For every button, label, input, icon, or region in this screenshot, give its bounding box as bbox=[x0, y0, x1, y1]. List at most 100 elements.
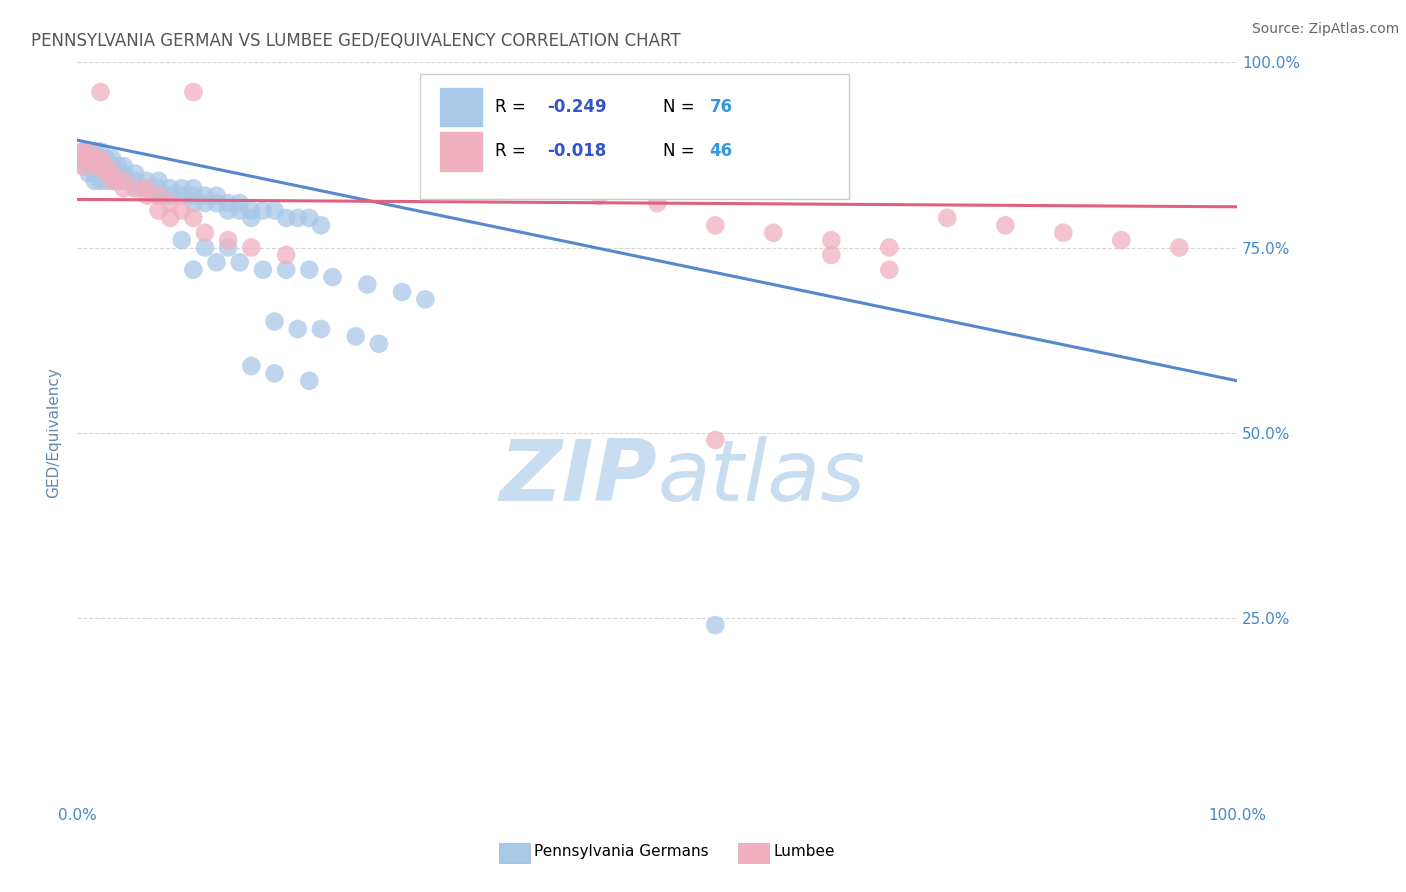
Point bbox=[107, 174, 129, 188]
Text: 46: 46 bbox=[710, 143, 733, 161]
Point bbox=[194, 226, 217, 240]
Point bbox=[240, 203, 263, 218]
Point bbox=[124, 181, 146, 195]
Point bbox=[183, 196, 205, 211]
Point bbox=[368, 336, 391, 351]
Point bbox=[298, 211, 321, 225]
Text: Source: ZipAtlas.com: Source: ZipAtlas.com bbox=[1251, 22, 1399, 37]
Point bbox=[90, 174, 111, 188]
Point bbox=[148, 203, 170, 218]
Point bbox=[240, 359, 263, 373]
Point bbox=[77, 145, 100, 159]
Text: R =: R = bbox=[495, 98, 531, 116]
Point bbox=[83, 174, 105, 188]
Point bbox=[83, 159, 105, 173]
Point bbox=[762, 226, 785, 240]
Text: -0.249: -0.249 bbox=[547, 98, 607, 116]
FancyBboxPatch shape bbox=[419, 73, 849, 200]
Point bbox=[205, 255, 228, 269]
Point bbox=[148, 181, 170, 195]
Point bbox=[205, 196, 228, 211]
Point bbox=[647, 196, 669, 211]
Point bbox=[1052, 226, 1074, 240]
Point bbox=[159, 211, 181, 225]
Point bbox=[101, 174, 124, 188]
Point bbox=[148, 188, 170, 202]
Point bbox=[274, 262, 298, 277]
Point bbox=[228, 196, 252, 211]
Point bbox=[90, 85, 111, 99]
Point bbox=[704, 92, 727, 106]
Point bbox=[77, 159, 100, 173]
Point bbox=[90, 159, 111, 173]
Point bbox=[274, 211, 298, 225]
Text: Lumbee: Lumbee bbox=[773, 845, 835, 859]
Point bbox=[112, 159, 135, 173]
Point bbox=[356, 277, 378, 292]
Text: 76: 76 bbox=[710, 98, 733, 116]
Point bbox=[135, 181, 157, 195]
Point bbox=[96, 166, 118, 180]
Point bbox=[877, 262, 901, 277]
Point bbox=[217, 196, 239, 211]
Point bbox=[90, 152, 111, 166]
Text: N =: N = bbox=[664, 143, 700, 161]
Point bbox=[112, 181, 135, 195]
Point bbox=[298, 262, 321, 277]
Point bbox=[170, 203, 193, 218]
Y-axis label: GED/Equivalency: GED/Equivalency bbox=[46, 368, 62, 498]
Point bbox=[135, 188, 157, 202]
Point bbox=[77, 152, 100, 166]
Point bbox=[205, 188, 228, 202]
Point bbox=[101, 166, 124, 180]
Point bbox=[107, 159, 129, 173]
Point bbox=[820, 233, 842, 247]
Point bbox=[413, 293, 436, 307]
Point bbox=[217, 203, 239, 218]
Text: Pennsylvania Germans: Pennsylvania Germans bbox=[534, 845, 709, 859]
Point bbox=[217, 240, 239, 255]
Point bbox=[263, 367, 285, 381]
Point bbox=[588, 188, 610, 202]
Point bbox=[148, 174, 170, 188]
Point bbox=[194, 196, 217, 211]
Point bbox=[704, 219, 727, 233]
Point bbox=[96, 159, 118, 173]
Point bbox=[820, 114, 842, 128]
Point bbox=[101, 174, 124, 188]
Bar bbox=[439, 87, 484, 128]
Point bbox=[252, 262, 274, 277]
Point bbox=[1111, 233, 1133, 247]
Point bbox=[124, 166, 146, 180]
Point bbox=[183, 181, 205, 195]
Point bbox=[309, 219, 332, 233]
Point bbox=[240, 211, 263, 225]
Point bbox=[704, 433, 727, 447]
Point bbox=[101, 166, 124, 180]
Point bbox=[287, 322, 309, 336]
Point bbox=[77, 166, 100, 180]
Point bbox=[877, 240, 901, 255]
Text: -0.018: -0.018 bbox=[547, 143, 606, 161]
Point bbox=[90, 166, 111, 180]
Point bbox=[344, 329, 367, 343]
Point bbox=[820, 248, 842, 262]
Point bbox=[83, 159, 105, 173]
Point bbox=[194, 240, 217, 255]
Point bbox=[90, 145, 111, 159]
Point bbox=[72, 159, 94, 173]
Point bbox=[170, 181, 193, 195]
Point bbox=[217, 233, 239, 247]
Point bbox=[263, 314, 285, 328]
Point bbox=[72, 159, 94, 173]
Point bbox=[159, 181, 181, 195]
Point bbox=[274, 248, 298, 262]
Point bbox=[96, 174, 118, 188]
Text: R =: R = bbox=[495, 143, 531, 161]
Point bbox=[83, 166, 105, 180]
Point bbox=[124, 181, 146, 195]
Point bbox=[183, 211, 205, 225]
Text: ZIP: ZIP bbox=[499, 435, 658, 518]
Point bbox=[72, 152, 94, 166]
Point bbox=[287, 211, 309, 225]
